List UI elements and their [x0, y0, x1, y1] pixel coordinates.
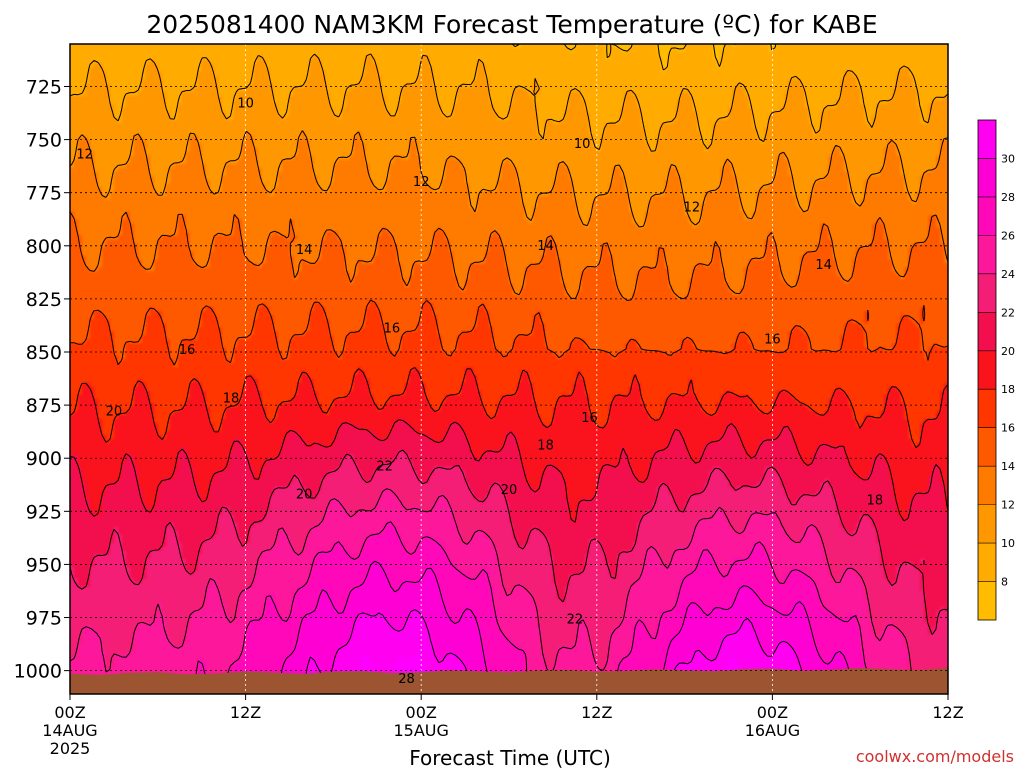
y-tick-label: 900 [26, 448, 62, 470]
source-credit: coolwx.com/models [856, 747, 1014, 766]
colorbar-label: 22 [1001, 306, 1015, 319]
contour-label: 14 [815, 258, 832, 273]
y-tick-label: 825 [26, 289, 62, 311]
x-tick-date: 16AUG [745, 721, 800, 740]
colorbar-swatch [978, 389, 996, 428]
colorbar-label: 20 [1001, 345, 1015, 358]
colorbar-swatch [978, 581, 996, 620]
colorbar-label: 18 [1001, 383, 1015, 396]
colorbar-label: 8 [1001, 576, 1008, 589]
contour-20 [70, 419, 948, 523]
plot-area: 10 10 12 12 12 14 14 14 16 16 16 16 18 18 18 20 20 20 22 22… [70, 44, 948, 694]
contour-label: 16 [179, 343, 196, 358]
y-axis: 725 750 775 800 825 850 875 900 925 950 975 1000 [14, 76, 70, 683]
x-tick-label: 12Z [932, 703, 963, 722]
contour-label: 14 [537, 239, 554, 254]
colorbar-frame [977, 119, 997, 621]
contour-label: 22 [567, 613, 584, 628]
contour-label: 12 [413, 175, 430, 190]
contour-label: 16 [581, 411, 598, 426]
contour-12 [70, 130, 948, 228]
contour-8 [511, 44, 777, 71]
contour-label: 20 [501, 483, 518, 498]
chart-title: 2025081400 NAM3KM Forecast Temperature (… [146, 10, 877, 39]
y-tick-label: 950 [26, 554, 62, 576]
colorbar-label: 28 [1001, 191, 1015, 204]
colorbar-swatch [978, 543, 996, 582]
colorbar-label: 10 [1001, 537, 1015, 550]
colorbar-swatch [978, 235, 996, 274]
y-tick-label: 1000 [14, 661, 62, 683]
x-tick-date: 15AUG [393, 721, 448, 740]
x-tick-label: 00Z [757, 703, 788, 722]
contour-label: 18 [223, 392, 240, 407]
temperature-field [70, 44, 948, 694]
colorbar-swatch [978, 312, 996, 351]
x-tick-date: 14AUG [42, 721, 97, 740]
contour-label: 20 [106, 404, 123, 419]
contour-label: 18 [867, 494, 884, 509]
y-tick-label: 850 [26, 342, 62, 364]
ground-surface [70, 668, 948, 694]
y-tick-label: 800 [26, 236, 62, 258]
x-tick-label: 12Z [230, 703, 261, 722]
contour-label: 10 [237, 96, 254, 111]
contour-label: 16 [384, 322, 401, 337]
x-axis-title: Forecast Time (UTC) [409, 746, 611, 768]
contour-10 [70, 53, 948, 152]
colorbar-label: 12 [1001, 499, 1015, 512]
y-tick-label: 875 [26, 395, 62, 417]
colorbar-label: 14 [1001, 460, 1015, 473]
colorbar-label: 24 [1001, 268, 1015, 281]
y-tick-label: 750 [26, 130, 62, 152]
colorbar-label: 30 [1001, 152, 1015, 165]
colorbar-swatch [978, 504, 996, 544]
gridlines [70, 44, 948, 694]
contour-label: 14 [296, 243, 313, 258]
colorbar-swatch [978, 196, 996, 236]
contour-24 [70, 488, 948, 694]
y-tick-label: 975 [26, 608, 62, 630]
colorbar-swatch [978, 120, 996, 159]
colorbar-label: 16 [1001, 422, 1015, 435]
y-tick-label: 725 [26, 76, 62, 98]
contour-label: 12 [684, 201, 701, 216]
contour-18 [70, 367, 948, 449]
contour-labels: 10 10 12 12 12 14 14 14 16 16 16 16 18 18 18 20 20 20 22 22… [76, 96, 884, 687]
contour-label: 10 [574, 137, 591, 152]
colorbar-label: 26 [1001, 229, 1015, 242]
x-tick-label: 00Z [406, 703, 437, 722]
colorbar-swatch [978, 350, 996, 390]
contour-label: 28 [398, 672, 415, 687]
contour-label: 22 [376, 460, 393, 475]
colorbar-swatch [978, 427, 996, 467]
contour-label: 20 [296, 487, 313, 502]
y-tick-label: 775 [26, 183, 62, 205]
colorbar-swatch [978, 158, 996, 197]
colorbar-swatch [978, 466, 996, 505]
contour-label: 16 [764, 332, 781, 347]
x-tick-year: 2025 [50, 739, 91, 758]
colorbar: 30 28 26 24 22 20 18 16 14 12 10 8 [977, 119, 1015, 621]
x-tick-label: 00Z [54, 703, 85, 722]
colorbar-swatch [978, 273, 996, 313]
contour-label: 18 [537, 438, 554, 453]
x-tick-label: 12Z [581, 703, 612, 722]
contour-label: 12 [76, 147, 93, 162]
y-tick-label: 925 [26, 501, 62, 523]
plot-frame [69, 43, 949, 695]
contour-22 [70, 449, 948, 635]
